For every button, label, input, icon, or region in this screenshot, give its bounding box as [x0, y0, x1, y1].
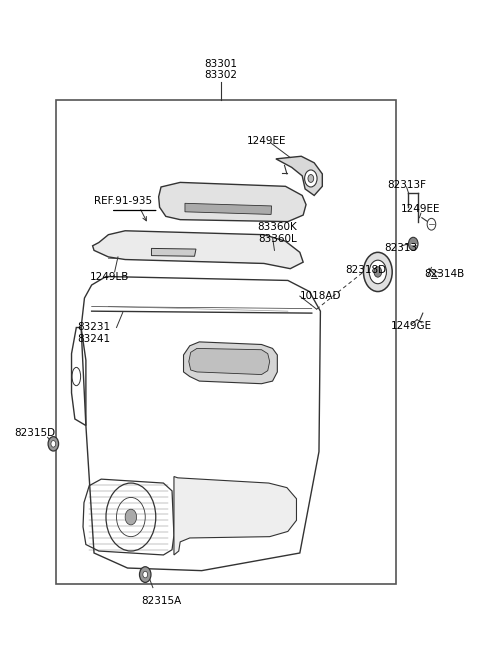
Circle shape — [363, 252, 392, 291]
Circle shape — [140, 567, 151, 582]
Text: 1018AD: 1018AD — [300, 291, 341, 301]
Circle shape — [408, 237, 418, 250]
Polygon shape — [158, 182, 306, 221]
Text: 1249EE: 1249EE — [247, 136, 286, 146]
Circle shape — [374, 267, 382, 277]
Text: 82313: 82313 — [384, 243, 417, 253]
Circle shape — [308, 174, 314, 182]
Circle shape — [51, 441, 56, 447]
Polygon shape — [183, 342, 277, 384]
Polygon shape — [152, 248, 196, 256]
Polygon shape — [93, 231, 303, 269]
Polygon shape — [174, 477, 297, 555]
Circle shape — [369, 260, 386, 284]
Polygon shape — [185, 203, 272, 214]
Circle shape — [143, 571, 148, 578]
Text: 83360K
83360L: 83360K 83360L — [257, 222, 297, 244]
Circle shape — [48, 437, 59, 451]
Text: 1249LB: 1249LB — [90, 272, 130, 282]
Text: 1249GE: 1249GE — [391, 321, 432, 331]
Circle shape — [427, 218, 436, 230]
Circle shape — [125, 509, 137, 525]
Polygon shape — [189, 348, 270, 375]
Text: 1249EE: 1249EE — [401, 204, 441, 214]
Circle shape — [305, 170, 317, 187]
Text: REF.91-935: REF.91-935 — [94, 196, 152, 206]
Polygon shape — [276, 157, 323, 195]
Text: 82313F: 82313F — [387, 180, 426, 190]
Text: 82318D: 82318D — [345, 265, 386, 275]
Text: 83231
83241: 83231 83241 — [77, 322, 110, 343]
Text: 82315D: 82315D — [14, 428, 56, 438]
Text: 83301
83302: 83301 83302 — [204, 58, 237, 80]
Text: 82314B: 82314B — [425, 269, 465, 279]
Text: 82315A: 82315A — [141, 595, 181, 606]
